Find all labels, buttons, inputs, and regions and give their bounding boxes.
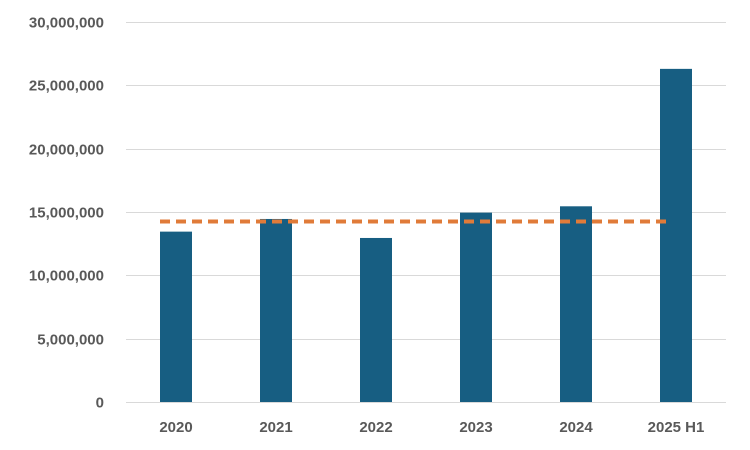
y-tick-label: 15,000,000	[29, 205, 104, 222]
x-tick-label: 2021	[259, 419, 292, 436]
bar	[560, 206, 592, 402]
bar-series	[160, 68, 692, 402]
y-tick-label: 0	[96, 395, 104, 412]
bar	[260, 218, 292, 402]
gridlines	[126, 22, 726, 403]
x-axis-ticks: 2020 2021 2022 2023 2024 2025 H1	[159, 419, 704, 436]
x-tick-label: 2024	[559, 419, 593, 436]
x-tick-label: 2025 H1	[648, 419, 705, 436]
y-tick-label: 20,000,000	[29, 142, 104, 159]
bar	[660, 68, 692, 402]
bar	[460, 212, 492, 402]
bar	[360, 237, 392, 402]
y-tick-label: 25,000,000	[29, 78, 104, 95]
x-tick-label: 2023	[459, 419, 492, 436]
bar	[160, 231, 192, 402]
y-tick-label: 10,000,000	[29, 268, 104, 285]
x-tick-label: 2020	[159, 419, 192, 436]
x-tick-label: 2022	[359, 419, 392, 436]
y-tick-label: 5,000,000	[37, 332, 104, 349]
y-tick-label: 30,000,000	[29, 15, 104, 32]
y-axis-ticks: 0 5,000,000 10,000,000 15,000,000 20,000,000…	[29, 15, 104, 412]
